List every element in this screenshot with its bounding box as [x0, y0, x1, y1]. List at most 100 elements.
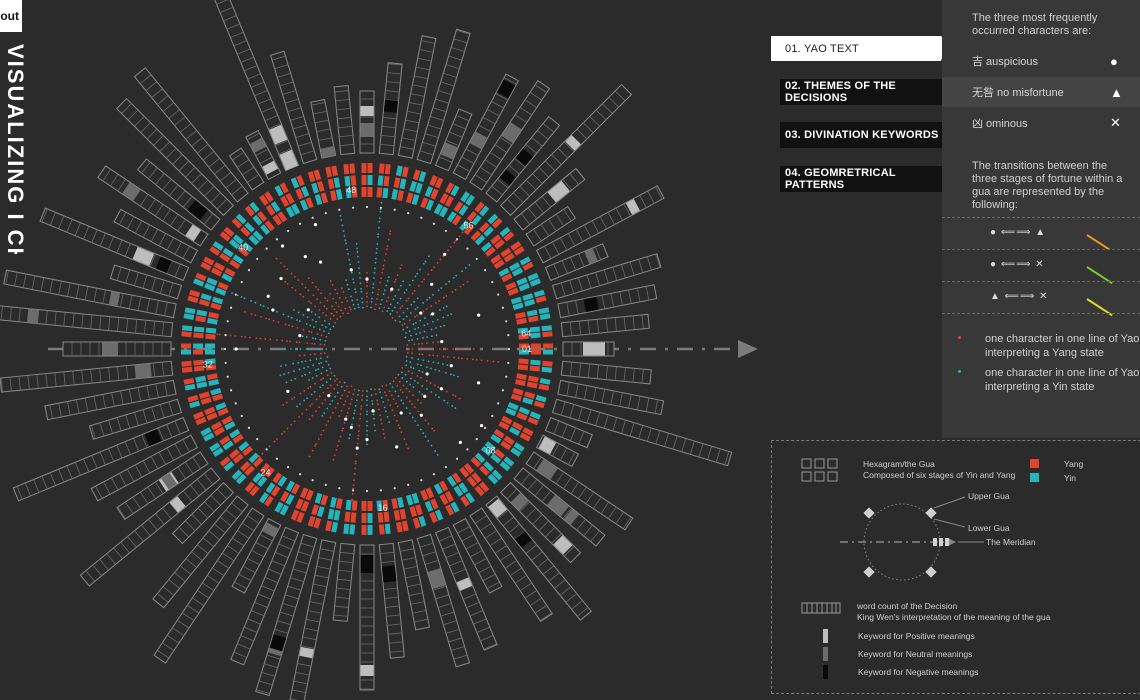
hexagram-cell: [459, 466, 470, 478]
keyword-mark: [515, 148, 534, 167]
hexagram-cell: [212, 393, 224, 402]
hexagram-cell: [285, 206, 295, 218]
hexagram-cell: [466, 211, 477, 222]
hexagram-cell: [265, 482, 276, 494]
hexagram-cell: [516, 277, 528, 286]
nav-geometrical-patterns[interactable]: 04. GEOMRETRICAL PATTERNS: [780, 166, 942, 192]
wordcount-bar: [88, 398, 183, 440]
wordcount-bar: [90, 434, 199, 502]
nav-divination-keywords[interactable]: 03. DIVINATION KEYWORDS: [780, 122, 942, 148]
wordcount-bar: [109, 264, 183, 300]
hexagram-cell: [405, 192, 414, 204]
wordcount-bar: [434, 526, 498, 651]
hexagram-cell: [235, 473, 247, 485]
hexagram-cell: [425, 487, 435, 499]
fortune-mark: [439, 387, 443, 391]
fortune-label: 吉 auspicious: [972, 56, 1039, 68]
hexagram-cell: [393, 509, 401, 521]
hexagram-cell: [280, 491, 290, 503]
hexagram-cell: [519, 349, 529, 355]
hexagram-cell: [512, 387, 524, 396]
hexagram-cell: [516, 373, 527, 381]
hexagram-cell: [503, 231, 515, 242]
keyword-mark: [122, 182, 141, 201]
fortune-mark: [266, 294, 270, 298]
hexagram-cell: [350, 512, 357, 523]
hexagram-cell: [205, 333, 216, 340]
hexagram-cell: [367, 513, 373, 523]
hexagram-cell: [483, 226, 494, 237]
hexagram-cell: [412, 517, 421, 529]
hexagram-cell: [483, 461, 494, 472]
fortune-mark: [443, 252, 447, 256]
hexagram-cell: [515, 379, 526, 386]
hexagram-cell: [460, 495, 470, 507]
hexagram-cell: [219, 456, 231, 467]
hexagram-cell: [259, 194, 269, 206]
negative-keyword-swatch: [823, 665, 828, 679]
hexagram-cell: [397, 190, 404, 201]
hexagram-cell: [543, 343, 553, 349]
hexagram-cell: [516, 412, 528, 421]
hexagram-cell: [183, 377, 195, 385]
hexagram-cell: [377, 175, 384, 186]
hexagram-cell: [377, 512, 384, 523]
hexagram-cell: [491, 469, 503, 481]
keyword-mark: [269, 634, 287, 652]
hexagram-number-label: 56: [463, 220, 473, 230]
neutral-keyword-swatch: [823, 647, 828, 661]
hexagram-cell: [499, 226, 511, 237]
hexagram-cell: [257, 211, 268, 222]
fortune-mark: [349, 268, 353, 272]
hexagram-cell: [515, 312, 526, 319]
wordcount-bar: [416, 533, 471, 668]
hexagram-cell: [244, 205, 255, 217]
hexagram-cell: [527, 272, 539, 282]
fortune-ominous: 凶 ominous ✕: [942, 108, 1140, 138]
hexagram-cell: [299, 487, 309, 499]
hexagram-cell: [351, 500, 358, 511]
nav-themes-of-decisions[interactable]: 02. THEMES OF THE DECISIONS: [780, 79, 942, 105]
hexagram-cell: [223, 461, 235, 472]
fortune-no-misfortune: 无咎 no misfortune ▲: [942, 77, 1140, 107]
hexagram-cell: [296, 511, 305, 523]
hexagram-cell: [350, 175, 357, 186]
hexagram-cell: [367, 187, 373, 197]
hexagram-cell: [313, 517, 322, 529]
hexagram-cell: [333, 177, 341, 189]
hexagram-cell: [210, 421, 223, 431]
wordcount-bar: [469, 507, 553, 623]
hexagram-cell: [397, 497, 404, 508]
fortune-mark: [271, 308, 275, 312]
fortune-mark: [477, 313, 481, 317]
hexagram-cell: [259, 492, 269, 504]
hexagram-cell: [411, 492, 420, 504]
hexagram-cell: [213, 426, 225, 436]
hexagram-cell: [305, 197, 314, 209]
hexagram-cell: [367, 175, 373, 185]
about-tab[interactable]: About: [0, 0, 22, 32]
hexagram-cell: [519, 256, 531, 266]
hexagram-cell: [231, 217, 243, 229]
hexagram-cell: [208, 379, 219, 386]
keyword-mark: [546, 494, 570, 517]
keyword-mark: [469, 131, 488, 150]
hexagram-cell: [487, 473, 499, 485]
hexagram-cell: [344, 175, 351, 187]
hexagram-cell: [270, 201, 281, 213]
nav-yao-text[interactable]: 01. YAO TEXT: [771, 36, 953, 61]
keyword-mark: [360, 106, 374, 116]
hexagram-cell: [299, 199, 309, 211]
keyword-mark: [185, 224, 201, 242]
keyword-mark: [456, 577, 473, 591]
hexagram-cell: [517, 327, 529, 334]
hexagram-cell: [219, 231, 231, 242]
fortune-mark: [419, 311, 423, 315]
fortune-mark: [234, 347, 238, 351]
hexagram-cell: [503, 435, 515, 446]
hexagram-cell: [474, 201, 485, 213]
fortune-label: 无咎 no misfortune: [972, 87, 1064, 99]
hexagram-cell: [395, 165, 403, 177]
hexagram-cell: [499, 461, 511, 472]
hexagram-cell: [383, 175, 390, 187]
